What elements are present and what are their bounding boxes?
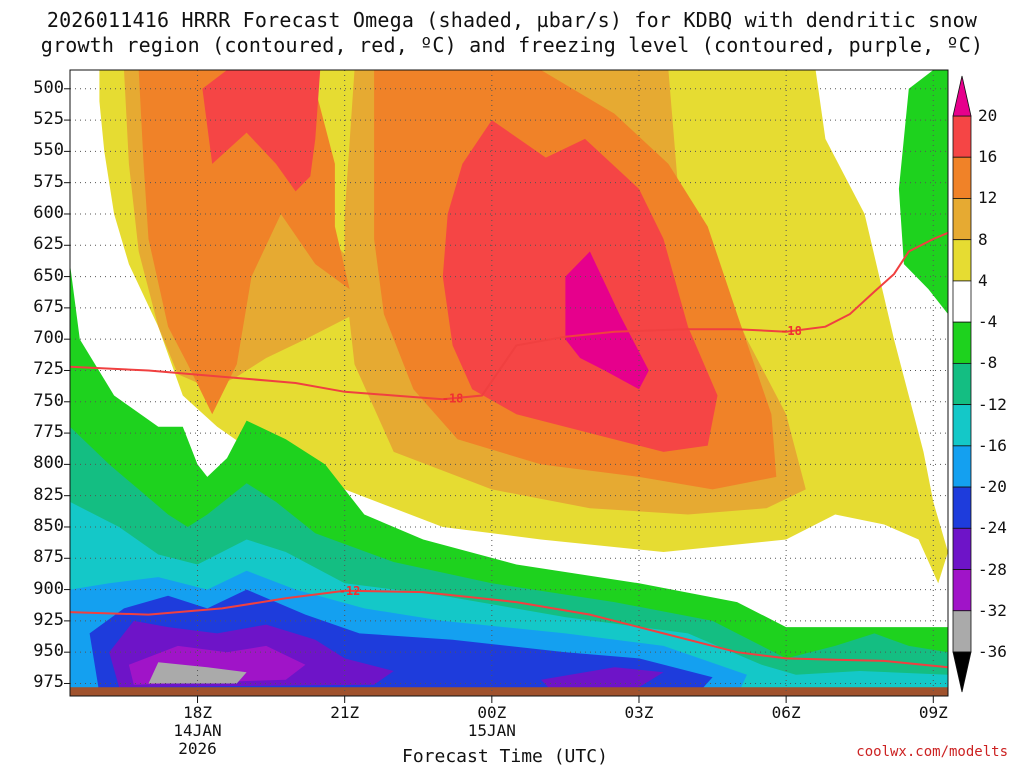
dgz-contour-2 [69, 589, 949, 669]
colorbar-segment-m8_m4 [952, 321, 972, 364]
colorbar-label: -36 [978, 642, 1007, 661]
omega-above-16-west [202, 70, 321, 192]
colorbar-label: -12 [978, 394, 1007, 414]
colorbar-label: 4 [978, 270, 988, 290]
y-tick-label: 975 [33, 672, 64, 693]
y-tick-label: 775 [33, 422, 64, 443]
colorbar-segment-m12_m8 [952, 362, 972, 406]
colorbar-segment-m36_m32 [952, 610, 972, 653]
colorbar-top-arrow [952, 75, 972, 117]
colorbar-label: 16 [978, 147, 998, 167]
colorbar-label: -4 [978, 312, 998, 332]
x-tick-label: 21Z [330, 703, 360, 722]
plot-frame [69, 69, 949, 697]
y-tick-label: 525 [33, 109, 64, 130]
colorbar-segment-m16_m12 [952, 404, 972, 447]
omega-below-m4-east [898, 70, 948, 315]
omega-below-m32 [148, 662, 247, 684]
y-tick-label: 850 [33, 515, 64, 536]
ground-surface-bar [70, 687, 948, 696]
dgz-contour-0 [69, 231, 949, 401]
site-credit[interactable]: coolwx.com/modelts [856, 744, 1008, 760]
y-tick-label: 750 [33, 390, 64, 411]
colorbar-segment-m32_m28 [952, 569, 972, 612]
colorbar-bottom-arrow [952, 651, 972, 693]
y-tick-label: 875 [33, 547, 64, 568]
colorbar-label: -24 [978, 518, 1007, 538]
y-tick-label: 950 [33, 641, 64, 662]
y-tick-label: 725 [33, 359, 64, 380]
colorbar-label: -20 [978, 477, 1007, 497]
y-tick-label: 600 [33, 202, 64, 223]
y-tick-label: 625 [33, 234, 64, 255]
colorbar-label: -16 [978, 435, 1007, 455]
y-tick-label: 800 [33, 453, 64, 474]
colorbar-label: -28 [978, 559, 1007, 579]
colorbar-label: 8 [978, 229, 988, 249]
colorbar-label: 20 [978, 106, 998, 125]
dgz-contour-label: -18 [780, 324, 802, 338]
colorbar-segment-8_12 [952, 198, 972, 241]
omega-below-m24-east [540, 667, 664, 690]
colorbar-segment-4_8 [952, 239, 972, 282]
dgz-contour-label: -12 [339, 584, 361, 598]
y-tick-label: 675 [33, 296, 64, 317]
colorbar-segment-m4_4 [952, 280, 972, 323]
x-tick-label: 03Z [624, 703, 654, 722]
colorbar-label: 12 [978, 188, 998, 208]
plot-area: -18 -18 -12 [64, 69, 949, 703]
colorbar-segment-m24_m20 [952, 486, 972, 529]
y-tick-label: 900 [33, 578, 64, 599]
x-axis-label: Forecast Time (UTC) [402, 746, 608, 767]
y-tick-label: 925 [33, 609, 64, 630]
colorbar [952, 75, 972, 693]
chart-title-line-2: growth region (contoured, red, ºC) and f… [40, 33, 984, 57]
colorbar-segment-12_16 [952, 156, 972, 199]
colorbar-segment-m20_m16 [952, 445, 972, 488]
y-tick-label: 550 [33, 140, 64, 161]
colorbar-label: -32 [978, 600, 1007, 620]
x-tick-label: 09Z [918, 703, 948, 722]
x-tick-label: 00Z 15JAN [467, 703, 516, 740]
colorbar-segment-m28_m24 [952, 527, 972, 570]
x-tick-label: 06Z [771, 703, 801, 722]
colorbar-segment-16_20 [952, 115, 972, 158]
colorbar-label: -8 [978, 353, 998, 373]
y-tick-label: 575 [33, 171, 64, 192]
omega-above-20 [565, 251, 649, 390]
y-tick-label: 700 [33, 328, 64, 349]
y-tick-label: 500 [33, 77, 64, 98]
y-tick-label: 825 [33, 484, 64, 505]
chart-title-line-1: 2026011416 HRRR Forecast Omega (shaded, … [46, 8, 978, 32]
x-tick-label: 18Z 14JAN 2026 [173, 703, 222, 758]
y-tick-label: 650 [33, 265, 64, 286]
dgz-contour-label: -18 [442, 391, 464, 405]
